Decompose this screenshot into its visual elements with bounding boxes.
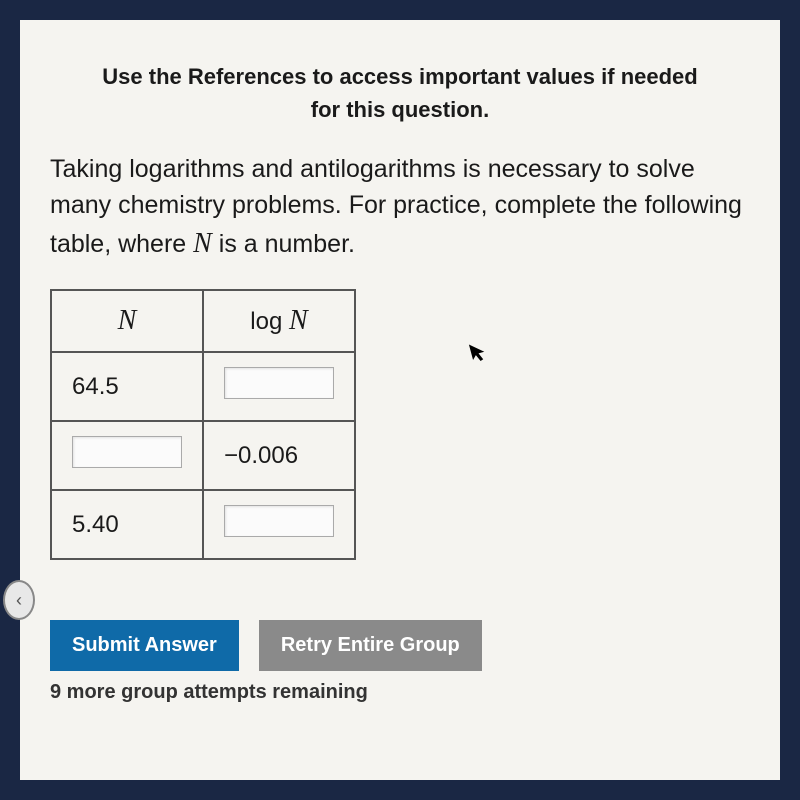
logn-input-2[interactable] xyxy=(224,505,334,537)
log-table: N log N 64.5 −0.006 5.40 xyxy=(50,289,356,560)
table-row: 64.5 xyxy=(51,352,355,421)
reference-instruction: Use the References to access important v… xyxy=(90,60,710,126)
col-header-logn: log N xyxy=(203,290,355,352)
retry-group-button[interactable]: Retry Entire Group xyxy=(259,620,482,671)
question-text: Taking logarithms and antilogarithms is … xyxy=(50,151,750,264)
attempts-remaining: 9 more group attempts remaining xyxy=(50,681,750,704)
question-page: Use the References to access important v… xyxy=(20,20,780,780)
table-row: −0.006 xyxy=(51,421,355,490)
cell-n-1 xyxy=(51,421,203,490)
submit-answer-button[interactable]: Submit Answer xyxy=(50,620,239,671)
table-row: 5.40 xyxy=(51,490,355,559)
cell-n-0: 64.5 xyxy=(51,352,203,421)
col-header-logn-prefix: log xyxy=(250,308,289,335)
logn-input-0[interactable] xyxy=(224,367,334,399)
col-header-n-text: N xyxy=(118,305,137,336)
chevron-left-icon: ‹ xyxy=(16,590,22,611)
mouse-cursor-icon xyxy=(466,338,493,372)
side-expand-tab[interactable]: ‹ xyxy=(3,580,35,620)
cell-logn-2 xyxy=(203,490,355,559)
cell-logn-1: −0.006 xyxy=(203,421,355,490)
col-header-logn-var: N xyxy=(289,305,308,336)
n-input-1[interactable] xyxy=(72,436,182,468)
question-suffix: is a number. xyxy=(212,230,355,258)
button-row: Submit Answer Retry Entire Group xyxy=(50,620,750,671)
cell-n-2: 5.40 xyxy=(51,490,203,559)
cell-logn-0 xyxy=(203,352,355,421)
question-prefix: Taking logarithms and antilogarithms is … xyxy=(50,155,742,258)
col-header-n: N xyxy=(51,290,203,352)
question-variable: N xyxy=(193,228,212,259)
